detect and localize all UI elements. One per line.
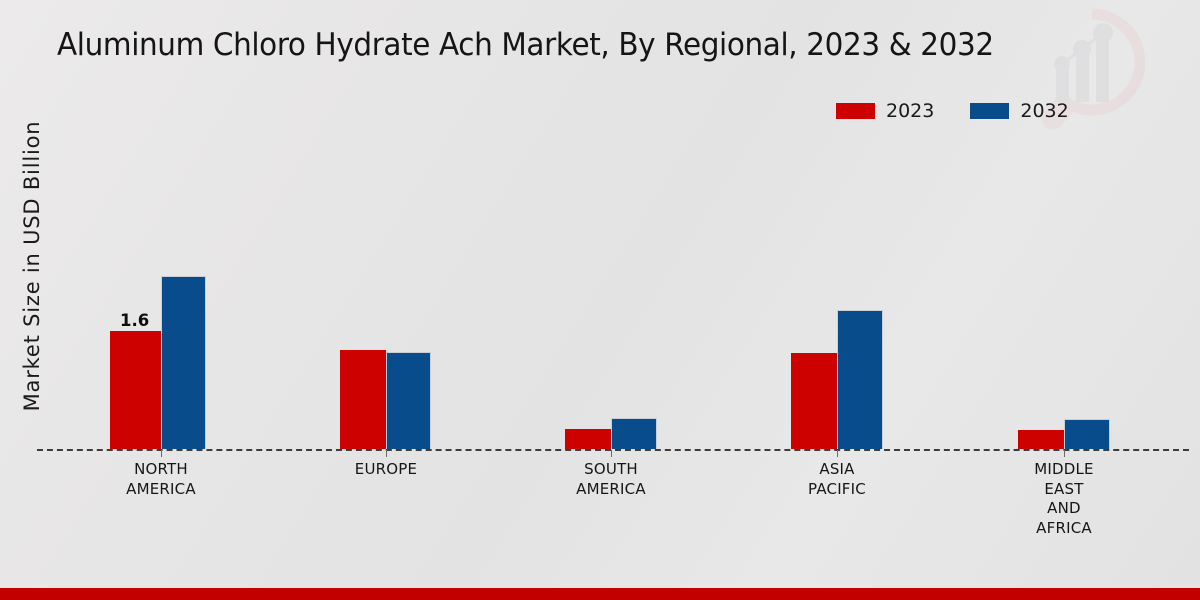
x-axis-label-north-america: NORTH AMERICA bbox=[126, 460, 196, 498]
x-axis-label-europe: EUROPE bbox=[354, 460, 418, 478]
bar-north-america-2023[interactable] bbox=[110, 331, 161, 449]
legend-item-2032[interactable]: 2032 bbox=[970, 100, 1069, 122]
x-axis-tick bbox=[611, 450, 612, 457]
x-axis-label-middle-east-and-africa: MIDDLE EAST AND AFRICA bbox=[1034, 460, 1094, 537]
bar-middle-east-and-africa-2023[interactable] bbox=[1018, 430, 1064, 449]
x-axis-label-south-america: SOUTH AMERICA bbox=[576, 460, 646, 498]
chart-title: Aluminum Chloro Hydrate Ach Market, By R… bbox=[57, 27, 994, 63]
bar-asia-pacific-2032[interactable] bbox=[837, 310, 883, 449]
bar-middle-east-and-africa-2032[interactable] bbox=[1064, 419, 1110, 449]
legend-swatch-2023-icon bbox=[836, 103, 875, 119]
bar-asia-pacific-2023[interactable] bbox=[791, 353, 837, 449]
x-axis-tick bbox=[837, 450, 838, 457]
bar-europe-2023[interactable] bbox=[340, 350, 386, 449]
legend-swatch-2032-icon bbox=[970, 103, 1010, 119]
bar-south-america-2023[interactable] bbox=[565, 429, 611, 449]
x-axis-label-asia-pacific: ASIA PACIFIC bbox=[808, 460, 866, 498]
footer-band bbox=[0, 588, 1200, 600]
legend-item-2023[interactable]: 2023 bbox=[836, 100, 934, 122]
legend-label-2023: 2023 bbox=[886, 100, 935, 122]
bar-north-america-2032[interactable] bbox=[161, 276, 206, 449]
x-axis-tick bbox=[1064, 450, 1065, 457]
bar-value-north-america-2023: 1.6 bbox=[120, 311, 150, 330]
chart-legend: 2023 2032 bbox=[836, 100, 1069, 122]
bar-europe-2032[interactable] bbox=[386, 352, 431, 449]
x-axis-tick bbox=[161, 450, 162, 457]
x-axis-tick bbox=[386, 450, 387, 457]
x-axis-baseline bbox=[37, 449, 1189, 451]
legend-label-2032: 2032 bbox=[1020, 100, 1069, 122]
bar-south-america-2032[interactable] bbox=[611, 418, 657, 449]
